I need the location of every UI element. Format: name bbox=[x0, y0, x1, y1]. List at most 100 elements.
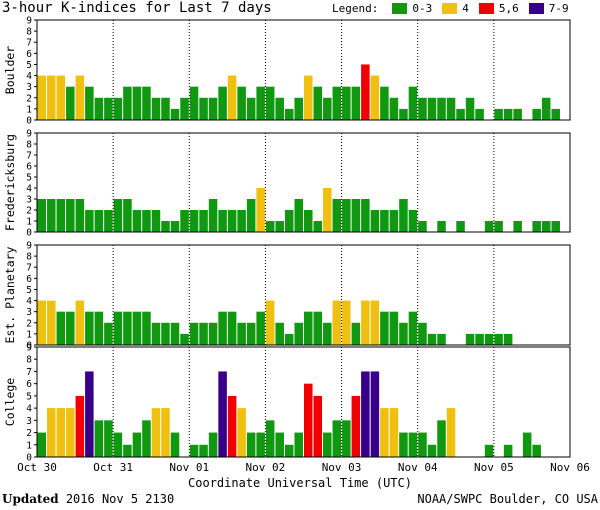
k-index-bar bbox=[227, 311, 237, 345]
k-index-bar bbox=[332, 420, 342, 457]
k-index-bar bbox=[208, 322, 218, 345]
k-index-bar bbox=[227, 75, 237, 120]
y-tick-label: 5 bbox=[26, 173, 32, 184]
k-index-bar bbox=[294, 322, 303, 345]
k-index-bar bbox=[94, 420, 104, 457]
k-index-bar bbox=[75, 75, 85, 120]
k-index-bar bbox=[332, 199, 342, 232]
k-index-bar bbox=[75, 300, 85, 345]
y-tick-label: 4 bbox=[26, 404, 32, 415]
k-index-bar bbox=[313, 221, 323, 232]
k-index-bar bbox=[56, 199, 66, 232]
y-tick-label: 7 bbox=[26, 38, 32, 49]
k-index-bar bbox=[218, 311, 227, 345]
y-tick-label: 8 bbox=[26, 355, 32, 366]
k-index-bar bbox=[180, 333, 189, 345]
k-index-bar bbox=[275, 97, 284, 120]
k-index-bar bbox=[418, 432, 427, 457]
k-index-bar bbox=[304, 311, 313, 345]
k-index-bar bbox=[47, 300, 56, 345]
k-index-bar bbox=[437, 221, 446, 232]
k-index-bar bbox=[170, 322, 180, 345]
legend-item-label: 4 bbox=[462, 2, 469, 15]
k-index-bar bbox=[227, 395, 237, 457]
k-index-bar bbox=[75, 395, 85, 457]
k-index-bar bbox=[132, 311, 142, 345]
k-index-bar bbox=[437, 420, 446, 457]
k-index-bar bbox=[47, 408, 56, 457]
legend-item-label: 0-3 bbox=[412, 2, 433, 15]
k-index-bar bbox=[418, 97, 427, 120]
k-index-bar bbox=[237, 322, 246, 345]
k-index-bar bbox=[389, 210, 399, 232]
data-source: NOAA/SWPC Boulder, CO USA bbox=[417, 492, 598, 506]
k-index-bar bbox=[151, 97, 161, 120]
k-index-bar bbox=[503, 444, 513, 457]
k-index-bar bbox=[75, 199, 85, 232]
k-index-bar bbox=[294, 199, 303, 232]
k-index-bar bbox=[399, 108, 408, 120]
k-index-bar bbox=[199, 322, 208, 345]
k-index-bar bbox=[256, 311, 265, 345]
k-index-bar bbox=[189, 322, 199, 345]
station-label: College bbox=[3, 378, 17, 427]
k-index-bar bbox=[161, 322, 170, 345]
k-index-bar bbox=[494, 108, 503, 120]
k-index-bar bbox=[361, 371, 370, 457]
x-tick-label: Oct 31 bbox=[93, 461, 133, 474]
k-index-bar bbox=[313, 86, 323, 120]
x-axis-label: Coordinate Universal Time (UTC) bbox=[188, 476, 412, 490]
x-tick-label: Nov 04 bbox=[398, 461, 438, 474]
k-index-bar bbox=[265, 420, 275, 457]
k-index-bar bbox=[94, 97, 104, 120]
k-index-bar bbox=[218, 86, 227, 120]
k-index-bar bbox=[56, 408, 66, 457]
k-index-bar bbox=[465, 97, 475, 120]
k-index-bar bbox=[265, 300, 275, 345]
k-index-bar bbox=[294, 97, 303, 120]
x-tick-label: Nov 03 bbox=[322, 461, 362, 474]
k-index-bar bbox=[142, 420, 151, 457]
k-index-bar bbox=[275, 322, 284, 345]
k-index-bar bbox=[503, 333, 513, 345]
panel-frame bbox=[36, 132, 571, 233]
y-tick-label: 1 bbox=[26, 440, 32, 451]
y-tick-label: 4 bbox=[26, 296, 32, 307]
k-index-bar bbox=[351, 395, 361, 457]
k-index-bar bbox=[389, 311, 399, 345]
y-tick-label: 0 bbox=[26, 116, 32, 127]
k-index-bar bbox=[427, 333, 437, 345]
k-index-bar bbox=[408, 432, 418, 457]
k-index-bar bbox=[142, 210, 151, 232]
k-index-bar bbox=[532, 444, 541, 457]
k-index-bar bbox=[475, 108, 484, 120]
legend-item-label: 7-9 bbox=[548, 2, 569, 15]
x-tick-label: Nov 02 bbox=[246, 461, 286, 474]
k-index-bar bbox=[66, 86, 75, 120]
k-index-bar bbox=[484, 333, 494, 345]
k-index-bar bbox=[532, 221, 541, 232]
k-index-bar bbox=[532, 108, 541, 120]
k-index-bar bbox=[513, 108, 522, 120]
k-index-bar bbox=[275, 221, 284, 232]
k-index-bar bbox=[104, 420, 113, 457]
k-index-bar bbox=[389, 408, 399, 457]
k-index-bar bbox=[551, 221, 560, 232]
legend-swatch-red bbox=[478, 3, 494, 14]
k-index-bar bbox=[427, 97, 437, 120]
legend-label: Legend: bbox=[332, 2, 379, 15]
k-index-bar bbox=[342, 199, 351, 232]
k-index-bar bbox=[304, 210, 313, 232]
k-index-bar bbox=[380, 210, 389, 232]
k-index-bar bbox=[189, 210, 199, 232]
k-index-bar bbox=[199, 210, 208, 232]
y-tick-label: 2 bbox=[26, 428, 32, 439]
k-index-bar bbox=[323, 97, 332, 120]
k-index-bar bbox=[465, 333, 475, 345]
station-label: Boulder bbox=[3, 46, 17, 95]
y-tick-label: 1 bbox=[26, 104, 32, 115]
k-index-bar bbox=[47, 199, 56, 232]
k-index-bar bbox=[170, 108, 180, 120]
k-index-bar bbox=[541, 97, 551, 120]
y-tick-label: 5 bbox=[26, 285, 32, 296]
